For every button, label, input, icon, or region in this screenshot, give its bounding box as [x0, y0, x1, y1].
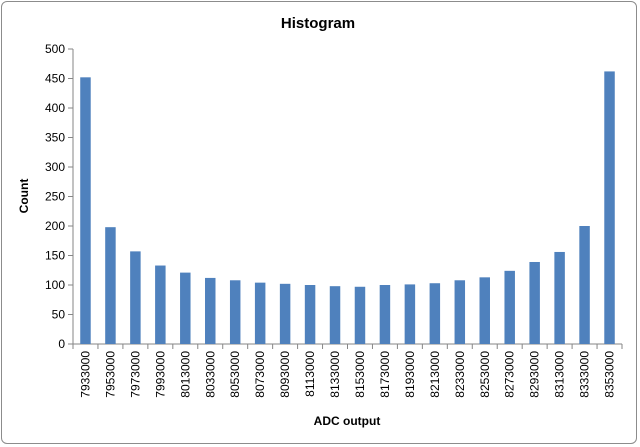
y-tick-label: 0 [58, 337, 65, 351]
y-tick-label: 400 [45, 101, 65, 115]
x-tick-label: 8153000 [353, 351, 367, 398]
bar-8313000 [554, 251, 565, 344]
bar-8113000 [304, 285, 316, 344]
x-tick-label: 8193000 [403, 351, 417, 398]
bar-7953000 [105, 227, 116, 344]
y-tick-label: 300 [45, 160, 65, 174]
bar-8253000 [479, 277, 490, 344]
bar-8213000 [429, 283, 441, 344]
y-tick-label: 50 [52, 308, 66, 322]
bar-7933000 [80, 77, 91, 344]
x-tick-label: 7993000 [153, 351, 167, 398]
x-tick-label: 8333000 [578, 351, 592, 398]
x-tick-label: 8053000 [228, 351, 242, 398]
bar-8193000 [404, 284, 416, 344]
x-tick-label: 8353000 [603, 351, 617, 398]
x-tick-label: 8253000 [478, 351, 492, 398]
bar-7993000 [155, 265, 166, 344]
bar-8133000 [329, 286, 341, 344]
bar-8053000 [229, 280, 241, 344]
bars-group [80, 71, 615, 345]
y-tick-label: 200 [45, 219, 65, 233]
x-tick-label: 8013000 [178, 351, 192, 398]
bar-8293000 [529, 261, 540, 344]
bar-8333000 [579, 226, 590, 344]
bar-8093000 [279, 283, 291, 344]
bar-8173000 [379, 285, 391, 344]
y-tick-label: 100 [45, 278, 65, 292]
x-axis: 7933000 7953000 7973000 7993000 8013000 80330… [72, 343, 623, 398]
y-tick-label: 500 [45, 42, 65, 56]
x-tick-label: 8273000 [503, 351, 517, 398]
x-tick-label: 8073000 [253, 351, 267, 398]
x-tick-label: 8133000 [328, 351, 342, 398]
bar-8073000 [254, 282, 266, 344]
x-tick-label: 7973000 [128, 351, 142, 398]
bar-8013000 [180, 272, 191, 344]
y-tick-label: 150 [45, 249, 65, 263]
y-axis: 0 50 100 150 200 250 300 350 400 450 500 [45, 42, 74, 351]
bar-8033000 [205, 277, 216, 344]
x-tick-label: 8033000 [203, 351, 217, 398]
x-tick-label: 7953000 [103, 351, 117, 398]
y-tick-label: 350 [45, 131, 65, 145]
x-tick-label: 8293000 [528, 351, 542, 398]
x-tick-label: 7933000 [78, 351, 92, 398]
x-tick-label: 8173000 [378, 351, 392, 398]
chart-title: Histogram [281, 15, 355, 32]
x-tick-label: 8213000 [428, 351, 442, 398]
x-tick-label: 8093000 [278, 351, 292, 398]
x-tick-label: 8113000 [303, 351, 317, 397]
bar-8273000 [504, 270, 515, 344]
x-tick-label: 8233000 [453, 351, 467, 398]
x-axis-title: ADC output [314, 414, 381, 428]
bar-8233000 [454, 280, 466, 344]
y-tick-label: 250 [45, 190, 65, 204]
x-tick-label: 8313000 [553, 351, 567, 398]
y-tick-label: 450 [45, 72, 65, 86]
bar-8153000 [354, 286, 366, 344]
bar-8353000 [604, 71, 615, 345]
bar-7973000 [130, 251, 141, 344]
y-axis-title: Count [17, 179, 31, 214]
